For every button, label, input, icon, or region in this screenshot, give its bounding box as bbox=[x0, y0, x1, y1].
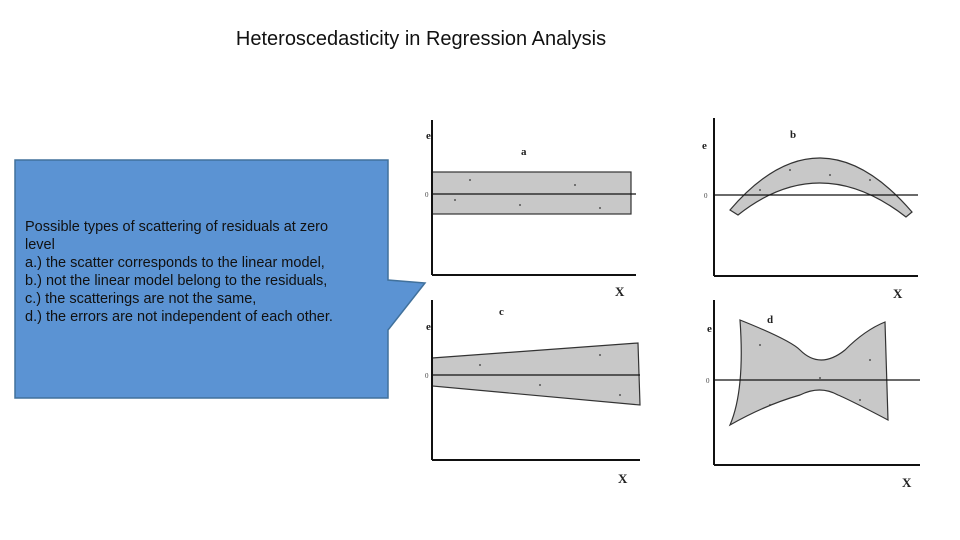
y-axis-label: e bbox=[707, 323, 712, 335]
callout-line: a.) the scatter corresponds to the linea… bbox=[25, 255, 325, 271]
residual-band bbox=[729, 157, 913, 218]
callout-line: d.) the errors are not independent of ea… bbox=[25, 309, 333, 325]
zero-label: 0 bbox=[425, 372, 429, 380]
callout-box bbox=[14, 159, 427, 399]
zero-label: 0 bbox=[704, 192, 708, 200]
x-axis-label: X bbox=[902, 475, 912, 490]
x-axis-label: X bbox=[615, 284, 625, 299]
panel-a: e a 0 X bbox=[425, 120, 636, 299]
panel-label: a bbox=[521, 146, 527, 158]
callout-text: Possible types of scattering of residual… bbox=[25, 218, 381, 326]
panel-label: b bbox=[790, 129, 796, 141]
panel-label: c bbox=[499, 306, 504, 318]
residual-band bbox=[431, 171, 632, 215]
x-axis-label: X bbox=[893, 286, 903, 301]
y-axis-label: e bbox=[702, 140, 707, 152]
slide-title: Heteroscedasticity in Regression Analysi… bbox=[235, 28, 607, 50]
panel-label: d bbox=[767, 314, 773, 326]
residual-band bbox=[728, 319, 889, 427]
zero-label: 0 bbox=[425, 191, 429, 199]
y-axis-label: e bbox=[426, 130, 431, 142]
x-axis-label: X bbox=[618, 471, 628, 486]
callout-line: Possible types of scattering of residual… bbox=[25, 219, 329, 235]
y-axis-label: e bbox=[426, 321, 431, 333]
panel-b: e b 0 X bbox=[702, 118, 918, 301]
zero-label: 0 bbox=[706, 377, 710, 385]
callout-line: level bbox=[25, 237, 55, 253]
panel-d: e d 0 X bbox=[706, 300, 920, 490]
callout-line: b.) not the linear model belong to the r… bbox=[25, 273, 328, 289]
panel-c: e c 0 X bbox=[425, 300, 641, 486]
residual-band bbox=[431, 342, 641, 406]
scatter-dots bbox=[454, 169, 871, 406]
callout-line: c.) the scatterings are not the same, bbox=[25, 291, 257, 307]
